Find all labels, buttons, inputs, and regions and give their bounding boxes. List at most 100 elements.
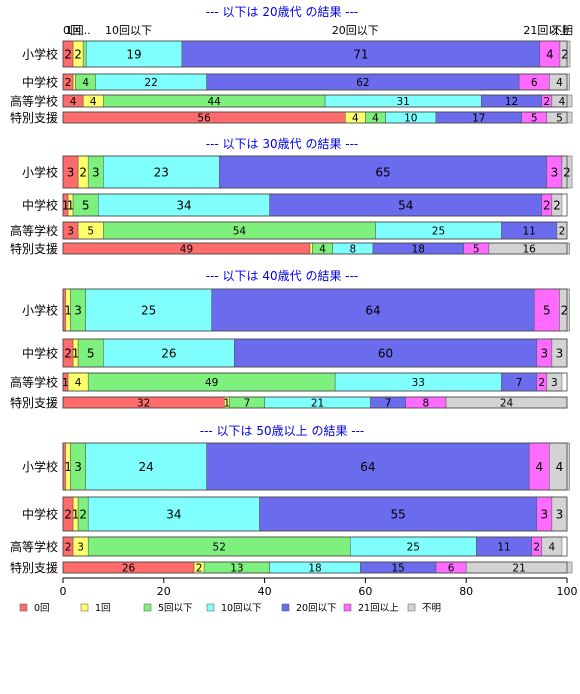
data-label: 2: [79, 165, 87, 179]
data-label: 2: [543, 96, 550, 108]
data-label: 64: [365, 303, 380, 317]
data-label: 3: [551, 377, 558, 389]
category-label: 中学校: [22, 507, 58, 522]
top-label: 20回以下: [332, 24, 379, 37]
legend-label: 0回: [34, 603, 50, 614]
data-label: 2: [64, 47, 72, 61]
data-label: 7: [385, 397, 392, 409]
bar-segment: [181, 40, 541, 68]
data-label: 16: [523, 243, 537, 255]
data-label: 15: [391, 562, 404, 574]
category-label: 高等学校: [10, 94, 58, 109]
data-label: 11: [497, 541, 510, 553]
bar-outline: [62, 496, 568, 532]
category-label: 特別支援: [10, 395, 58, 410]
bar-outline: [62, 288, 568, 332]
category-label: 中学校: [22, 346, 58, 361]
data-label: 4: [556, 77, 563, 89]
data-label: 4: [70, 96, 77, 108]
data-label: 3: [74, 303, 82, 317]
data-label: 2: [196, 562, 203, 574]
data-label: 3: [540, 507, 548, 521]
data-label: 18: [412, 243, 425, 255]
data-label: 2: [533, 541, 540, 553]
data-label: 18: [308, 562, 321, 574]
data-label: 4: [90, 96, 97, 108]
data-label: 4: [535, 460, 543, 474]
panel-title: --- 以下は 30歳代 の結果 ---: [206, 137, 359, 151]
legend-swatch: [143, 603, 152, 612]
category-label: 高等学校: [10, 223, 58, 238]
data-label: 60: [378, 346, 393, 360]
data-label: 2: [64, 507, 72, 521]
data-label: 26: [122, 562, 136, 574]
data-label: 62: [356, 77, 369, 89]
data-label: 22: [145, 77, 158, 89]
bar-outline: [62, 396, 568, 409]
panel-title: --- 以下は 40歳代 の結果 ---: [206, 269, 359, 283]
data-label: 2: [561, 47, 569, 61]
data-label: 1: [67, 198, 75, 212]
data-label: 17: [472, 112, 485, 124]
panel-title: --- 以下は 50歳以上 の結果 ---: [200, 424, 365, 438]
bar-segment: [218, 155, 548, 189]
top-label: 21回以上: [523, 24, 570, 37]
category-label: 高等学校: [10, 539, 58, 554]
data-label: 21: [512, 562, 525, 574]
category-label: 小学校: [22, 459, 58, 474]
bar-outline: [62, 338, 568, 368]
category-label: 特別支援: [10, 560, 58, 575]
x-tick-label: 40: [258, 585, 272, 598]
data-label: 23: [154, 165, 169, 179]
bar-outline: [62, 242, 568, 255]
data-label: 49: [180, 243, 193, 255]
data-label: 2: [65, 541, 72, 553]
data-label: 54: [233, 225, 247, 237]
data-label: 25: [407, 541, 420, 553]
data-label: 2: [543, 198, 551, 212]
data-label: 2: [561, 303, 569, 317]
data-label: 6: [448, 562, 455, 574]
legend-swatch: [407, 603, 416, 612]
data-label: 32: [137, 397, 150, 409]
bar-segment: [77, 338, 104, 368]
data-label: 54: [398, 198, 413, 212]
bar-outline: [62, 536, 568, 557]
data-label: 5: [87, 346, 95, 360]
data-label: 5: [82, 198, 90, 212]
bar-segment: [533, 288, 560, 332]
legend-label: 1回: [95, 603, 111, 614]
bar-outline: [62, 221, 568, 240]
data-label: 5: [531, 112, 538, 124]
data-label: 1: [62, 377, 69, 389]
legend-swatch: [80, 603, 89, 612]
data-label: 2: [64, 346, 72, 360]
data-label: 34: [176, 198, 191, 212]
data-label: 71: [353, 47, 368, 61]
data-label: 55: [391, 507, 406, 521]
x-tick-label: 0: [60, 585, 67, 598]
data-label: 3: [92, 165, 100, 179]
data-label: 4: [82, 77, 89, 89]
legend-label: 不明: [422, 603, 441, 614]
bar-segment: [72, 73, 76, 91]
data-label: 7: [516, 377, 523, 389]
bar-segment: [87, 496, 260, 532]
data-label: 2: [553, 198, 561, 212]
data-label: 4: [556, 460, 564, 474]
data-label: 11: [523, 225, 536, 237]
data-label: 4: [546, 47, 554, 61]
data-label: 3: [67, 165, 75, 179]
category-label: 高等学校: [10, 375, 58, 390]
data-label: 3: [556, 507, 564, 521]
data-label: 3: [77, 541, 84, 553]
top-label: 0回: [63, 24, 81, 37]
data-label: 2: [538, 377, 545, 389]
bar-segment: [309, 242, 313, 255]
category-label: 中学校: [22, 198, 58, 213]
data-label: 24: [139, 460, 154, 474]
bar-outline: [62, 442, 568, 491]
data-label: 34: [166, 507, 181, 521]
data-label: 44: [208, 96, 222, 108]
